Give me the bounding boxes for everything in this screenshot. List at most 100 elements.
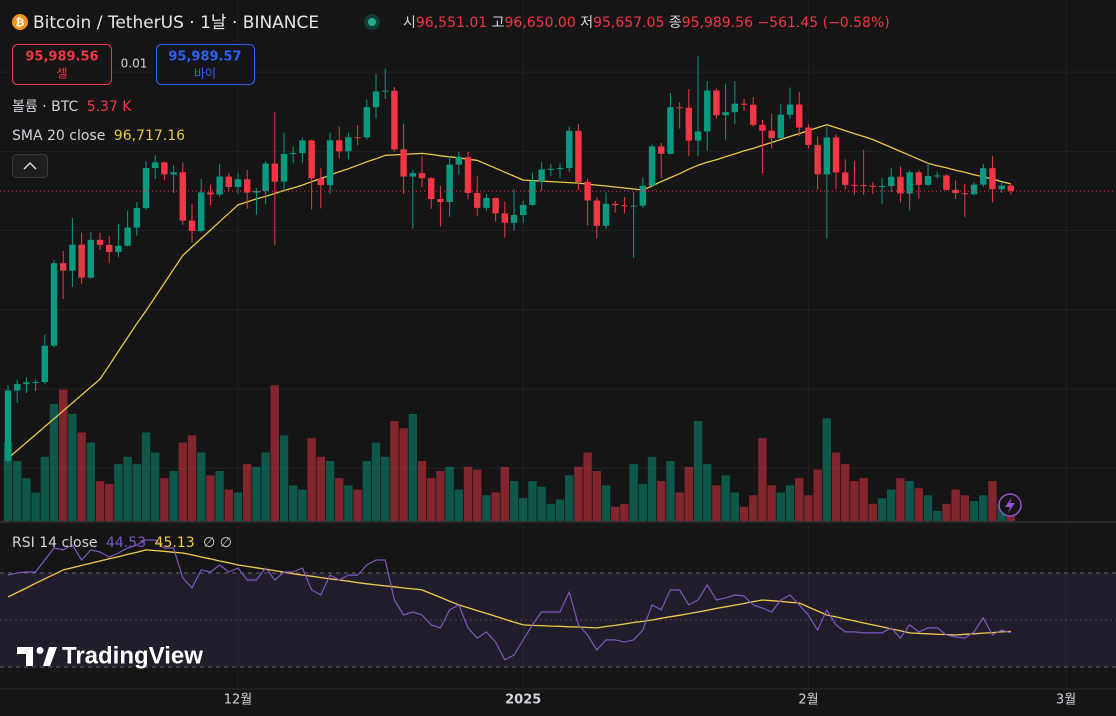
- volume-bar: [666, 461, 675, 521]
- candle-body: [639, 185, 647, 206]
- candle-body: [345, 137, 352, 152]
- volume-bar: [629, 463, 638, 521]
- x-tick-label: 2025: [505, 693, 541, 708]
- candle-body: [621, 205, 628, 207]
- candle-body: [805, 127, 812, 145]
- market-status-dot: [368, 18, 376, 26]
- volume-bar: [841, 463, 850, 521]
- volume-bar: [703, 463, 712, 521]
- candle-body: [474, 193, 481, 208]
- volume-bar: [491, 492, 500, 521]
- order-quantity[interactable]: 0.01: [121, 57, 148, 71]
- candle-body: [869, 185, 877, 187]
- volume-bar: [1006, 513, 1016, 521]
- volume-bar: [77, 432, 86, 521]
- candle-body: [382, 90, 389, 92]
- candle-body: [961, 193, 969, 195]
- volume-bar: [206, 475, 215, 521]
- time-axis: [0, 689, 1116, 716]
- volume-bar: [693, 421, 703, 521]
- volume-bar: [243, 463, 252, 521]
- candle-body: [648, 146, 656, 186]
- volume-bar: [519, 498, 528, 521]
- candle-body: [280, 153, 288, 182]
- volume-bar: [261, 452, 270, 521]
- volume-bar: [187, 435, 197, 521]
- volume-bar: [436, 471, 445, 521]
- candle-body: [630, 205, 637, 207]
- volume-bar: [638, 483, 648, 521]
- volume-value: 5.37 K: [87, 99, 133, 115]
- candle-body: [14, 384, 21, 391]
- volume-bar: [877, 498, 887, 521]
- candle-body: [970, 184, 978, 195]
- sma-value: 96,717.16: [114, 128, 185, 144]
- candle-body: [915, 172, 923, 185]
- candle-body: [253, 190, 260, 193]
- volume-bar: [123, 456, 132, 521]
- logo-mark: [36, 647, 44, 654]
- candle-body: [23, 382, 30, 385]
- candle-body: [796, 104, 803, 128]
- axis-labels: 12월 2025 2월 3월: [224, 693, 1076, 708]
- candle-body: [400, 149, 407, 177]
- volume-bar: [647, 456, 657, 521]
- volume-bar: [969, 501, 979, 521]
- candle-body: [464, 157, 472, 194]
- symbol-title[interactable]: Bitcoin / TetherUS · 1날 · BINANCE: [33, 13, 319, 33]
- candle-body: [188, 220, 196, 231]
- volume-bar: [224, 489, 234, 521]
- candle-body: [87, 239, 95, 278]
- candle-body: [96, 239, 104, 245]
- ohlc-value: 96,650.00: [505, 15, 576, 31]
- candle-body: [244, 179, 251, 193]
- candle-body: [492, 197, 499, 214]
- candle-body: [952, 189, 959, 194]
- candle-body: [4, 390, 12, 461]
- volume-bar: [500, 466, 510, 521]
- candle-body: [860, 185, 867, 187]
- candle-body: [483, 197, 490, 208]
- sell-button[interactable]: [12, 44, 112, 85]
- rsi-extra: ∅ ∅: [203, 535, 232, 551]
- candle-body: [326, 140, 334, 186]
- candle-body: [777, 114, 785, 139]
- collapse-icon: [23, 161, 37, 170]
- volume-bar: [197, 452, 206, 521]
- volume-bar: [151, 452, 160, 521]
- ohlc-value: 95,657.05: [593, 15, 664, 31]
- candle-body: [593, 200, 601, 226]
- volume-bar: [160, 478, 169, 521]
- candle-body: [676, 107, 683, 109]
- candle-body: [1007, 185, 1015, 192]
- volume-bar: [417, 461, 427, 521]
- volume-bar: [427, 478, 436, 521]
- volume-bar: [22, 478, 31, 521]
- price-change: −561.45 (−0.58%): [757, 15, 889, 31]
- candle-body: [124, 227, 131, 246]
- volume-bar: [325, 461, 335, 521]
- candle-body: [446, 164, 453, 203]
- buy-button[interactable]: [156, 44, 255, 85]
- candle-body: [768, 130, 775, 139]
- collapse-legend-button[interactable]: [12, 154, 48, 178]
- candle-body: [740, 103, 748, 105]
- rsi-line: [7, 539, 1011, 661]
- candle-body: [658, 146, 665, 154]
- volume-bar: [813, 469, 822, 521]
- rsi-legend: RSI 14 close 44.53 45.13 ∅ ∅: [12, 535, 232, 551]
- candle-body: [906, 172, 913, 194]
- candle-body: [612, 203, 619, 206]
- candle-body: [41, 345, 49, 383]
- candle-body: [529, 181, 536, 205]
- candle-body: [980, 168, 987, 185]
- volume-bar: [454, 489, 464, 521]
- candle-body: [713, 90, 720, 116]
- volume-bar: [344, 485, 353, 521]
- candle-body: [694, 131, 702, 141]
- sell-label: 셀: [56, 67, 67, 81]
- logo-text: TradingView: [62, 642, 203, 669]
- volume-label: 볼륨 · BTC: [12, 99, 78, 115]
- volume-bar: [555, 499, 565, 521]
